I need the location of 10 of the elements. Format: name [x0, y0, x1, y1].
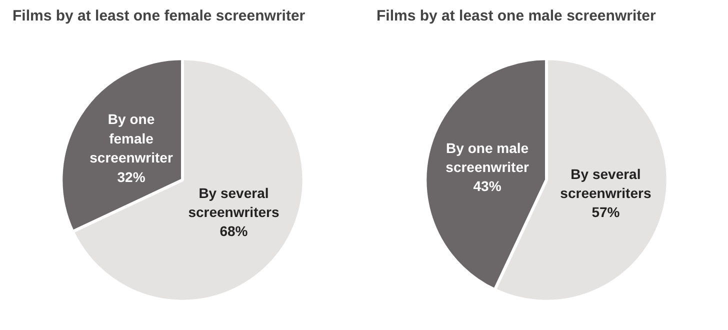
data-label: 32% [117, 168, 146, 185]
data-label: 43% [473, 178, 502, 194]
slice-label: By several screenwriters [188, 184, 280, 220]
slice-label: By one male screenwriter [446, 140, 530, 175]
data-label: 68% [220, 223, 248, 240]
slice-label: By several screenwriters [560, 166, 652, 202]
slice-label: By one female screenwriter [90, 111, 174, 166]
data-label: 57% [592, 204, 620, 220]
chart-title: Films by at least one male screenwriter [376, 8, 656, 24]
chart-title: Films by at least one female screenwriter [12, 8, 306, 24]
